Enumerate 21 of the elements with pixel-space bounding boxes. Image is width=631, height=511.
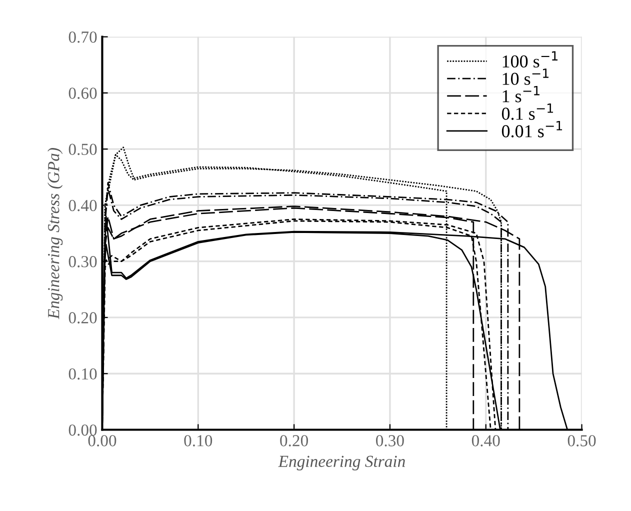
y-tick-label: 0.60 [68, 88, 97, 99]
x-tick-label: 0.10 [184, 435, 212, 446]
y-tick-label: 0.00 [68, 424, 97, 436]
y-tick-label: 0.70 [68, 31, 97, 43]
y-tick-label: 0.30 [68, 256, 97, 268]
legend-label: 10 s$^{−1}$ [502, 68, 548, 85]
x-tick-label: 0.40 [472, 435, 500, 446]
y-axis-title: Engineering Stress (GPa) [48, 148, 63, 320]
y-tick-label: 0.50 [68, 144, 97, 156]
x-tick-label: 0.00 [88, 435, 116, 446]
y-tick-label: 0.10 [68, 368, 97, 380]
legend-label: 1 s$^{−1}$ [502, 86, 540, 102]
legend-label: 100 s$^{−1}$ [502, 51, 558, 68]
x-axis-title: Engineering Strain [278, 456, 405, 470]
x-tick-label: 0.20 [280, 435, 308, 446]
x-tick-label: 0.50 [568, 435, 596, 446]
legend-label: 0.01 s$^{−1}$ [502, 121, 562, 138]
y-tick-label: 0.40 [68, 200, 97, 212]
legend-label: 0.1 s$^{−1}$ [502, 104, 553, 120]
x-tick-label: 0.30 [376, 435, 404, 446]
y-tick-label: 0.20 [68, 312, 97, 324]
